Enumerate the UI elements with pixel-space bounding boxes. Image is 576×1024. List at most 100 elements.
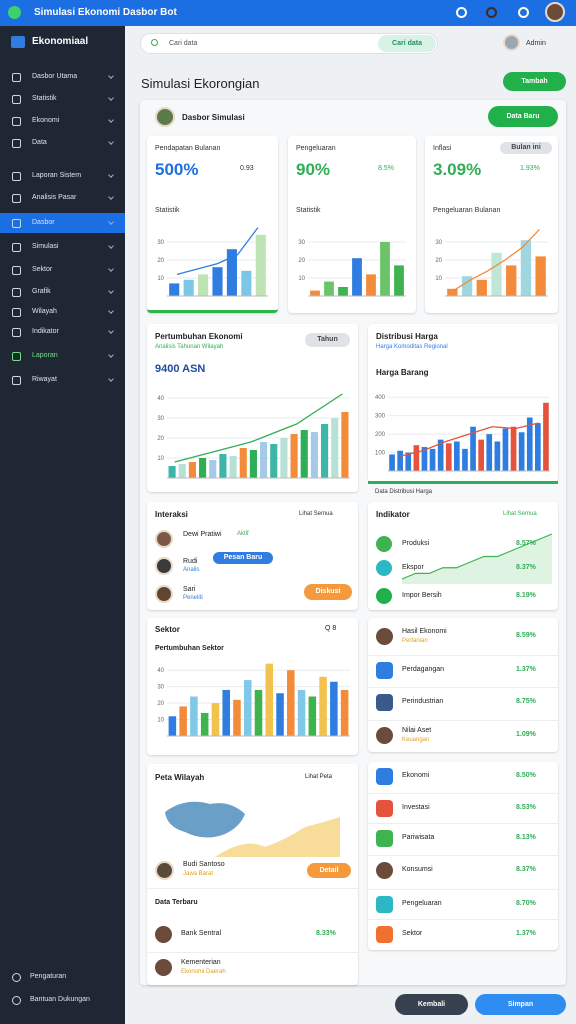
menu-chevron	[108, 139, 114, 145]
trend-line	[399, 422, 539, 457]
bar	[219, 454, 227, 478]
y-tick-label: 30	[298, 240, 305, 246]
bar	[168, 716, 177, 736]
detail-button[interactable]: Detail	[307, 863, 351, 878]
y-tick-label: 30	[157, 240, 164, 246]
menu-label: Ekonomi	[32, 117, 60, 124]
sector-panel: Sektor Q 8 Pertumbuhan Sektor 10 20 30 40	[147, 618, 358, 755]
menu-item[interactable]: Dasbor	[0, 213, 125, 233]
bar	[397, 450, 403, 471]
bar	[494, 441, 501, 471]
top-icon[interactable]	[518, 7, 529, 18]
menu-item[interactable]: Analisis Pasar	[0, 188, 125, 208]
person-sub: Jawa Barat	[183, 871, 214, 877]
row-label: Perindustrian	[402, 698, 444, 705]
panel-action[interactable]: Lihat Semua	[299, 511, 333, 517]
panel-action[interactable]: Lihat Peta	[305, 774, 333, 780]
row-label: Investasi	[402, 804, 430, 811]
sidebar: Ekonomiaal Dasbor Utama Statistik Ekonomi Da…	[0, 26, 125, 1024]
row-label: Ekonomi	[402, 772, 430, 779]
save-button[interactable]: Simpan	[475, 994, 566, 1015]
bar	[290, 434, 298, 478]
menu-item[interactable]: Sektor	[0, 260, 125, 280]
app-title: Simulasi Ekonomi Dasbor Bot	[34, 7, 177, 18]
row-label: Bank Sentral	[181, 930, 222, 937]
add-button[interactable]: Tambah	[503, 72, 566, 91]
chart: 10 20 30 40	[157, 663, 350, 737]
bar	[209, 460, 217, 478]
panel-value: 9400 ASN	[155, 363, 206, 375]
y-tick-label: 40	[157, 668, 164, 674]
row-divider	[368, 919, 558, 920]
trend-line	[176, 227, 259, 276]
discuss-button[interactable]: Diskusi	[304, 584, 352, 600]
y-tick-label: 400	[375, 395, 386, 401]
bar	[324, 281, 334, 296]
row-icon	[376, 662, 393, 679]
panel-subtitle: Pertumbuhan Sektor	[155, 645, 224, 652]
menu-chevron	[108, 117, 114, 123]
trend-line	[453, 228, 540, 292]
menu-item[interactable]: Data	[0, 133, 125, 153]
menu-item[interactable]: Riwayat	[0, 370, 125, 390]
avatar	[155, 861, 174, 880]
menu-item[interactable]: Laporan Sistem	[0, 166, 125, 186]
menu-item[interactable]: Statistik	[0, 89, 125, 109]
growth-panel: Pertumbuhan Ekonomi Analisis Tahunan Wila…	[147, 324, 358, 492]
bottom-menu-item[interactable]: Pengaturan	[0, 967, 125, 987]
menu-icon	[12, 172, 21, 181]
menu-item[interactable]: Dasbor Utama	[0, 67, 125, 87]
panel-action[interactable]: Lihat Semua	[503, 511, 537, 517]
bottom-menu-item[interactable]: Bantuan Dukungan	[0, 990, 125, 1010]
region-shape	[165, 801, 245, 838]
period-pill[interactable]: Tahun	[305, 333, 350, 347]
chart: 100 200 300 400	[375, 395, 550, 472]
avatar	[155, 557, 173, 575]
card-value: 500%	[155, 160, 199, 179]
bar	[198, 274, 209, 296]
menu-item[interactable]: Simulasi	[0, 237, 125, 257]
top-icon[interactable]	[486, 7, 497, 18]
search-button[interactable]: Cari data	[378, 35, 436, 52]
y-tick-label: 30	[157, 685, 164, 691]
y-tick-label: 10	[298, 276, 305, 282]
bar	[178, 464, 186, 478]
y-tick-label: 20	[298, 258, 305, 264]
map-graphic	[165, 801, 340, 857]
bar	[462, 448, 468, 471]
menu-chevron	[108, 172, 114, 178]
bar	[168, 466, 176, 478]
row-value: 8.13%	[516, 834, 536, 841]
bar	[287, 670, 295, 736]
menu-item[interactable]: Wilayah	[0, 302, 125, 322]
menu-item[interactable]: Grafik	[0, 282, 125, 302]
row-icon	[376, 862, 393, 879]
bar	[429, 448, 436, 471]
trend-chart	[402, 533, 552, 584]
menu-item[interactable]: Ekonomi	[0, 111, 125, 131]
back-button[interactable]: Kembali	[395, 994, 468, 1015]
stat-card: Inflasi Bulan ini 3.09% 1.93% Pengeluaran Bu…	[425, 136, 558, 313]
new-data-button[interactable]: Data Baru	[488, 106, 558, 127]
bar	[190, 696, 198, 736]
message-chip[interactable]: Pesan Baru	[213, 552, 273, 564]
bar	[340, 689, 349, 736]
row-sub: Pertanian	[402, 638, 428, 644]
row-value: 8.37%	[516, 866, 536, 873]
bar	[330, 681, 338, 736]
menu-label: Data	[32, 139, 47, 146]
card-pill[interactable]: Bulan ini	[500, 142, 552, 154]
panel-action[interactable]: Q 8	[325, 625, 337, 632]
bar	[280, 438, 288, 478]
menu-icon	[12, 243, 21, 252]
bar	[470, 426, 476, 471]
stat-card: Pengeluaran 90% 8.5% Statistik 10 20 30	[288, 136, 416, 313]
menu-chevron	[108, 219, 114, 225]
top-icon[interactable]	[456, 7, 467, 18]
menu-item[interactable]: Laporan	[0, 346, 125, 366]
menu-item[interactable]: Indikator	[0, 322, 125, 342]
app-logo	[8, 6, 21, 19]
bar	[310, 432, 318, 478]
row-value: 1.37%	[516, 930, 536, 937]
search-bar[interactable]: Cari data Cari data	[140, 33, 438, 54]
